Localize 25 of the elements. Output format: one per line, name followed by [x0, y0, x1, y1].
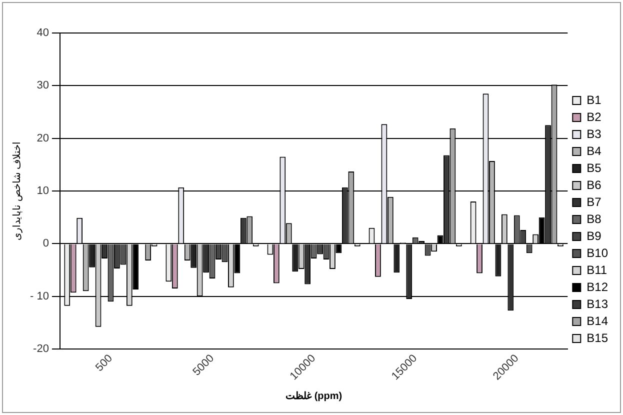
y-tick-label: 20	[36, 132, 49, 144]
legend-label: B15	[586, 330, 608, 345]
legend-label: B14	[586, 314, 608, 328]
y-tick-label: 40	[36, 27, 49, 40]
x-tick-label: 500	[94, 352, 115, 374]
legend-label: B12	[586, 280, 608, 294]
y-tick-label: - 10	[30, 290, 49, 302]
legend-label: B13	[586, 296, 608, 311]
y-tick-label: -20	[33, 343, 49, 356]
legend-label: B1	[586, 92, 602, 107]
y-tick-label: 10	[36, 185, 49, 198]
y-tick-label: 30	[36, 80, 49, 92]
legend-label: B2	[586, 110, 602, 124]
legend-label: B10	[586, 246, 608, 260]
legend-label: B4	[586, 144, 602, 158]
y-axis-title: اختلاف شاخص ناپایداری	[12, 142, 23, 240]
legend-label: B3	[586, 126, 602, 141]
legend-label: B6	[586, 178, 602, 192]
legend-label: B5	[586, 160, 602, 175]
legend-label: B7	[586, 194, 602, 209]
legend-label: B9	[586, 228, 602, 243]
legend-label: B11	[586, 262, 608, 277]
y-tick-label: 0	[42, 238, 49, 250]
legend-label: B8	[586, 212, 602, 226]
x-axis-title: غلظت (ppm)	[286, 390, 342, 402]
